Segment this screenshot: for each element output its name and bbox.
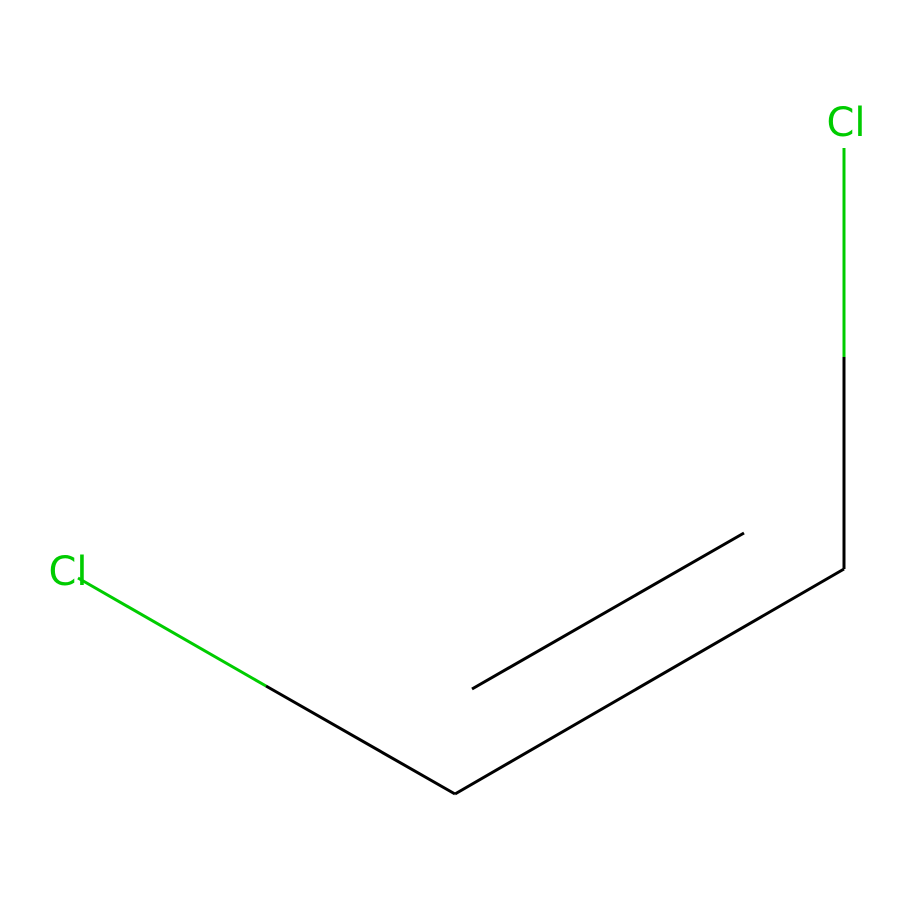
bond-cl1-c1-carbon-half xyxy=(265,684,456,796)
double-bond-c1-c2 xyxy=(454,531,845,796)
atom-label-top-chlorine: Cl xyxy=(826,100,865,146)
bond-cl1-c1 xyxy=(77,576,456,796)
double-bond-outer-line xyxy=(454,567,845,796)
atom-label-left-chlorine: Cl xyxy=(48,549,87,595)
double-bond-inner-line xyxy=(471,531,745,691)
bond-cl1-c1-chlorine-half xyxy=(77,576,267,688)
